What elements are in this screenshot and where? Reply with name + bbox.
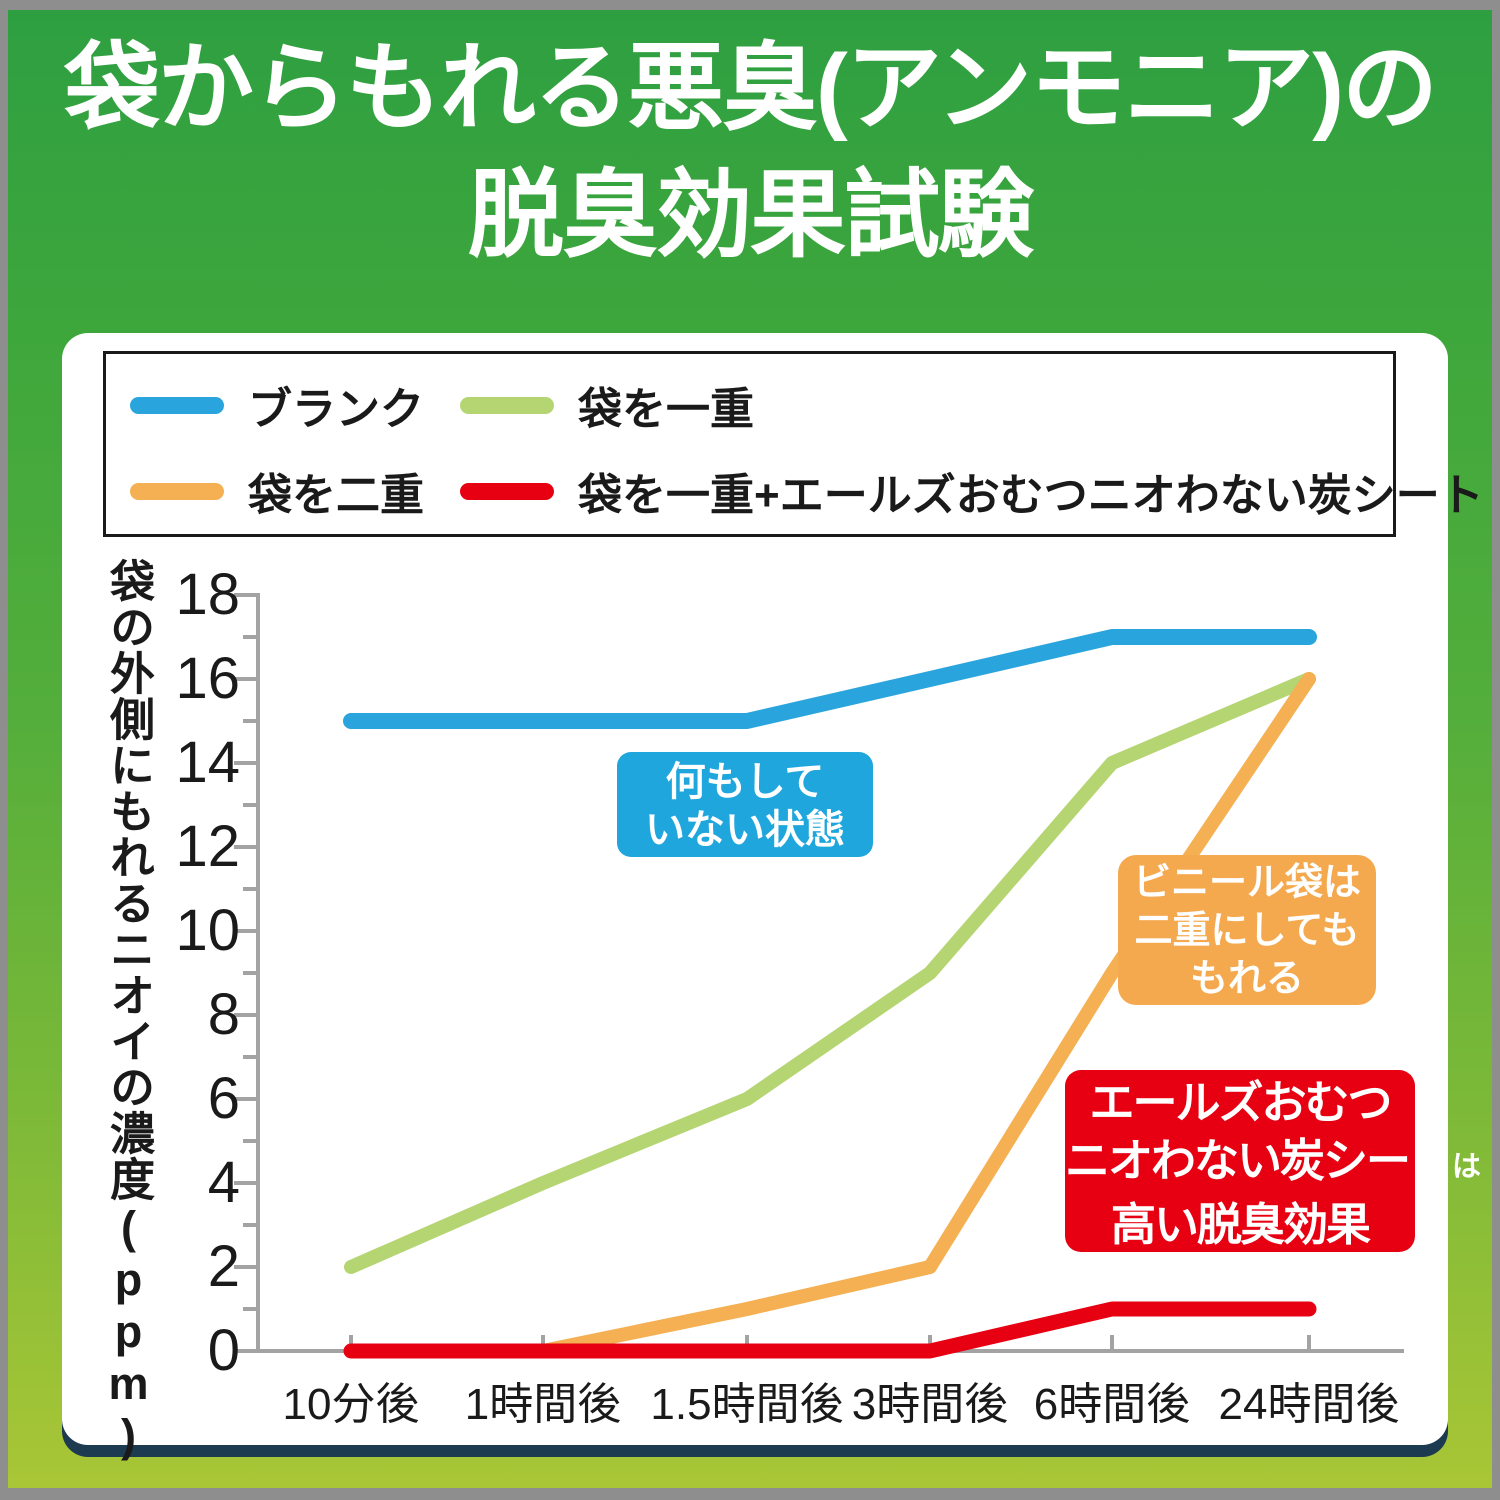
x-axis-category-label: 10分後 [282,1380,420,1429]
y-minor-tick [243,803,256,807]
x-axis-category-label: 6時間後 [1033,1380,1191,1429]
y-major-tick [234,1013,256,1017]
y-axis-line [256,593,260,1353]
y-axis-tick-label: 16 [175,646,240,711]
y-minor-tick [243,1139,256,1143]
chart-legend: ブランク 袋を一重 袋を二重 袋を一重+エールズおむつニオわない炭シート [103,351,1484,537]
legend-label-double-bag: 袋を二重 [248,471,424,520]
legend-swatch-charcoal-sheet [460,482,554,500]
page-title-line2: 脱臭効果試験 [468,161,1034,269]
y-major-tick [234,761,256,765]
y-minor-tick [243,1307,256,1311]
y-major-tick [234,1349,256,1353]
y-minor-tick [243,887,256,891]
y-axis-tick-label: 4 [207,1150,240,1215]
annotation-charcoal: エールズおむつ ニオわない炭シートは 高い脱臭効果 [1065,1070,1481,1252]
x-axis-category-label: 1.5時間後 [650,1380,844,1429]
annotation-blank: 何もして いない状態 [617,752,873,857]
legend-item-double-bag: 袋を二重 [130,459,460,523]
y-minor-tick [243,635,256,639]
annotation-charcoal-line2: ニオわない炭シートは [1065,1135,1481,1186]
x-axis-tick [541,1335,545,1349]
legend-row-2: 袋を二重 袋を一重+エールズおむつニオわない炭シート [130,468,1484,520]
legend-item-charcoal-sheet: 袋を一重+エールズおむつニオわない炭シート [460,459,1484,523]
x-axis-tick [1307,1335,1311,1349]
y-axis-title: 袋の外側にもれるニオイの濃度(ppm) [103,558,154,1462]
page-title-line1: 袋からもれる悪臭(アンモニア)の [63,35,1438,142]
y-major-tick [234,593,256,597]
y-axis-tick-label: 8 [207,982,240,1047]
x-axis-category-label: 24時間後 [1218,1380,1400,1429]
y-major-tick [234,1181,256,1185]
x-axis-line [256,1349,1404,1353]
y-axis-tick-label: 18 [175,562,240,627]
x-axis-tick [1110,1335,1114,1349]
legend-row-1: ブランク 袋を一重 [130,382,754,434]
x-axis-tick [745,1335,749,1349]
legend-swatch-blank [130,396,224,414]
legend-label-charcoal-sheet: 袋を一重+エールズおむつニオわない炭シート [578,471,1484,520]
legend-item-single-bag: 袋を一重 [460,373,754,437]
y-major-tick [234,929,256,933]
legend-label-blank: ブランク [248,385,424,434]
legend-swatch-double-bag [130,482,224,500]
legend-label-single-bag: 袋を一重 [578,385,754,434]
legend-item-blank: ブランク [130,373,460,437]
annotation-charcoal-line3: 高い脱臭効果 [1110,1199,1371,1250]
y-major-tick [234,1097,256,1101]
y-minor-tick [243,1223,256,1227]
x-axis-tick [928,1335,932,1349]
y-major-tick [234,1265,256,1269]
annotation-blank-line2: いない状態 [645,808,845,852]
annotation-double-bag-line3: もれる [1189,958,1304,1000]
x-axis-category-label: 1時間後 [464,1380,622,1429]
x-axis-category-label: 3時間後 [851,1380,1009,1429]
y-minor-tick [243,719,256,723]
annotation-double-bag-line1: ビニール袋は [1132,862,1361,904]
y-minor-tick [243,1055,256,1059]
y-axis-tick-label: 12 [175,814,240,879]
y-axis-tick-label: 14 [175,730,240,795]
y-major-tick [234,845,256,849]
annotation-double-bag: ビニール袋は 二重にしても もれる [1118,855,1376,1005]
y-axis-tick-label: 0 [207,1318,240,1383]
y-axis-tick-label: 6 [207,1066,240,1131]
annotation-charcoal-line2-suffix: は [1452,1151,1481,1183]
y-minor-tick [243,971,256,975]
y-axis-tick-label: 10 [175,898,240,963]
x-axis-tick [349,1335,353,1349]
page-title: 袋からもれる悪臭(アンモニア)の 脱臭効果試験 [0,26,1500,279]
annotation-blank-line1: 何もして [665,760,825,804]
annotation-double-bag-line2: 二重にしても [1134,910,1360,952]
annotation-charcoal-line1: エールズおむつ [1089,1077,1392,1128]
y-major-tick [234,677,256,681]
legend-swatch-single-bag [460,396,554,414]
y-axis-tick-label: 2 [207,1234,240,1299]
